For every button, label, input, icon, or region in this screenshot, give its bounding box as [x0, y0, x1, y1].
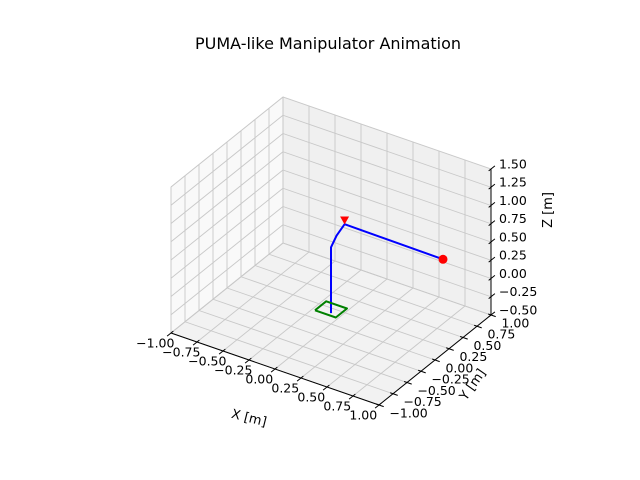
x-tick [166, 330, 174, 337]
z-tick-label: 1.00 [499, 193, 527, 208]
grid-line [282, 151, 492, 225]
x-tick-label: −0.25 [214, 362, 252, 377]
z-tick [488, 201, 496, 208]
x-tick [192, 339, 200, 346]
y-tick-label: 0.50 [473, 338, 501, 353]
x-tick [348, 393, 356, 400]
end-effector-marker [438, 254, 448, 264]
x-tick [374, 402, 382, 409]
y-tick [376, 403, 384, 408]
z-tick-label: 0.75 [499, 211, 527, 226]
chart-title: PUMA-like Manipulator Animation [195, 34, 461, 53]
grid-line [254, 265, 464, 338]
grid-line [240, 276, 450, 350]
y-tick [474, 324, 482, 329]
z-tick-label: 0.50 [499, 229, 527, 244]
data-series [314, 216, 448, 319]
grid-line [282, 96, 492, 170]
x-tick-label: 1.00 [349, 407, 377, 422]
z-tick-label: 1.25 [499, 175, 527, 190]
grid-line [226, 287, 436, 361]
grid-line [170, 114, 284, 206]
z-tick [488, 274, 496, 281]
grid-line [326, 296, 440, 388]
y-tick-label: 0.00 [445, 360, 473, 375]
grid-line [170, 133, 284, 224]
y-tick-label: −0.75 [403, 394, 441, 409]
grid-line [282, 133, 492, 206]
x-tick-label: 0.25 [271, 380, 299, 395]
arm-line [330, 223, 444, 314]
y-tick-label: −0.25 [431, 372, 469, 387]
grid-line [352, 305, 466, 397]
z-tick [488, 311, 496, 318]
grid-line [170, 96, 284, 188]
y-tick [446, 347, 454, 351]
x-tick-label: −0.75 [162, 344, 200, 359]
grid-line [282, 242, 492, 316]
grid-line [268, 253, 478, 327]
z-tick [488, 238, 496, 245]
x-tick [322, 384, 330, 391]
z-tick-label: 1.50 [499, 156, 527, 171]
y-tick-label: 1.00 [501, 315, 529, 330]
z-tick [488, 256, 496, 263]
y-tick [390, 392, 398, 396]
x-tick [218, 348, 226, 355]
tick-marks [166, 165, 496, 409]
y-tick-label: −0.50 [417, 383, 455, 398]
z-tick-label: 0.00 [499, 266, 527, 281]
z-tick-label: −0.50 [499, 302, 537, 317]
x-tick-label: 0.75 [323, 398, 351, 413]
z-tick-label: −0.25 [499, 284, 537, 299]
x-tick-label: −0.50 [188, 353, 226, 368]
z-tick [488, 220, 496, 227]
tick-labels: −1.00−1.00−0.50−0.75−0.75−0.25−0.50−0.50… [136, 156, 537, 422]
z-tick [488, 183, 496, 190]
y-tick [404, 381, 412, 385]
base-line [314, 300, 348, 319]
x-axis-label: X [m] [230, 407, 268, 430]
y-tick-label: −1.00 [389, 405, 427, 420]
x-tick-label: −1.00 [136, 335, 174, 350]
grid-line [282, 114, 492, 188]
grid-line [170, 151, 284, 243]
y-tick [488, 313, 496, 318]
z-tick-label: 0.25 [499, 248, 527, 263]
z-tick [488, 293, 496, 300]
x-tick [244, 357, 252, 364]
x-tick [270, 366, 278, 373]
z-tick [488, 165, 496, 172]
x-tick-label: 0.50 [297, 389, 325, 404]
y-tick [418, 369, 426, 374]
y-tick [432, 358, 440, 363]
x-tick-label: 0.00 [245, 371, 273, 386]
grid-line [282, 169, 492, 243]
grid-line [170, 169, 284, 261]
target-marker [340, 216, 350, 225]
x-tick [296, 375, 304, 382]
z-axis-label: Z [m] [541, 192, 556, 228]
grid-line [300, 287, 414, 379]
grid-lines [170, 96, 492, 406]
y-tick [460, 336, 468, 340]
y-tick-label: 0.25 [459, 349, 487, 364]
y-tick-label: 0.75 [487, 327, 515, 342]
